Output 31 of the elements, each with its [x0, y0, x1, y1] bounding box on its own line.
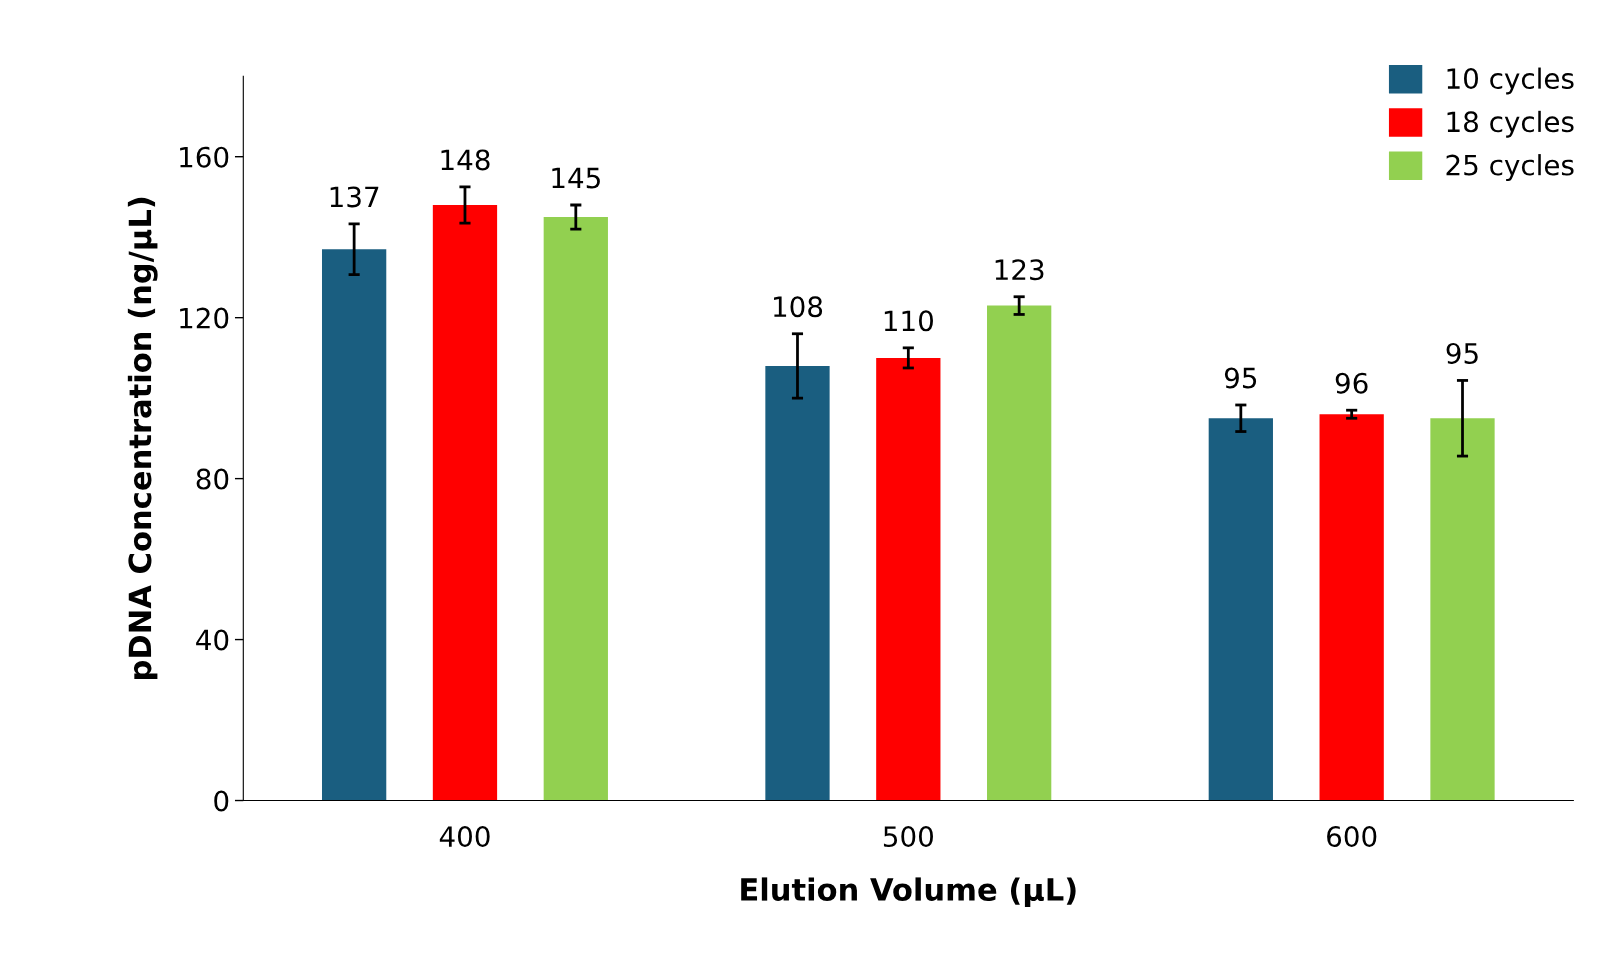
bar — [1319, 414, 1384, 801]
data-label: 96 — [1335, 372, 1368, 394]
y-tick-label: 0 — [214, 790, 229, 812]
y-tick-label: 80 — [196, 468, 229, 490]
data-label: 145 — [552, 167, 600, 189]
y-axis-title: pDNA Concentration (ng/µL) — [127, 197, 158, 679]
bar — [1430, 418, 1495, 801]
x-tick-label: 400 — [439, 826, 490, 848]
legend-label: 18 cycles — [1447, 110, 1574, 138]
bar — [765, 365, 830, 801]
data-label: 110 — [884, 310, 933, 332]
data-label: 123 — [995, 259, 1044, 281]
x-tick-label: 500 — [883, 826, 933, 848]
y-tick-label: 120 — [180, 307, 229, 329]
y-tick-label: 160 — [180, 146, 229, 168]
bar — [876, 357, 941, 801]
legend-label: 10 cycles — [1447, 67, 1574, 95]
x-axis-title: Elution Volume (µL) — [741, 877, 1076, 908]
y-tick-label: 40 — [196, 629, 229, 651]
data-label: 137 — [330, 186, 379, 208]
bar — [432, 205, 498, 801]
legend-label: 25 cycles — [1446, 154, 1574, 181]
bar — [1208, 418, 1273, 801]
bar — [543, 217, 608, 801]
x-tick-label: 600 — [1327, 826, 1377, 848]
data-label: 148 — [441, 149, 490, 171]
data-label: 95 — [1224, 367, 1257, 389]
data-label: 108 — [774, 296, 823, 318]
data-label: 95 — [1446, 342, 1478, 364]
bar — [321, 249, 387, 801]
bar — [987, 305, 1052, 801]
